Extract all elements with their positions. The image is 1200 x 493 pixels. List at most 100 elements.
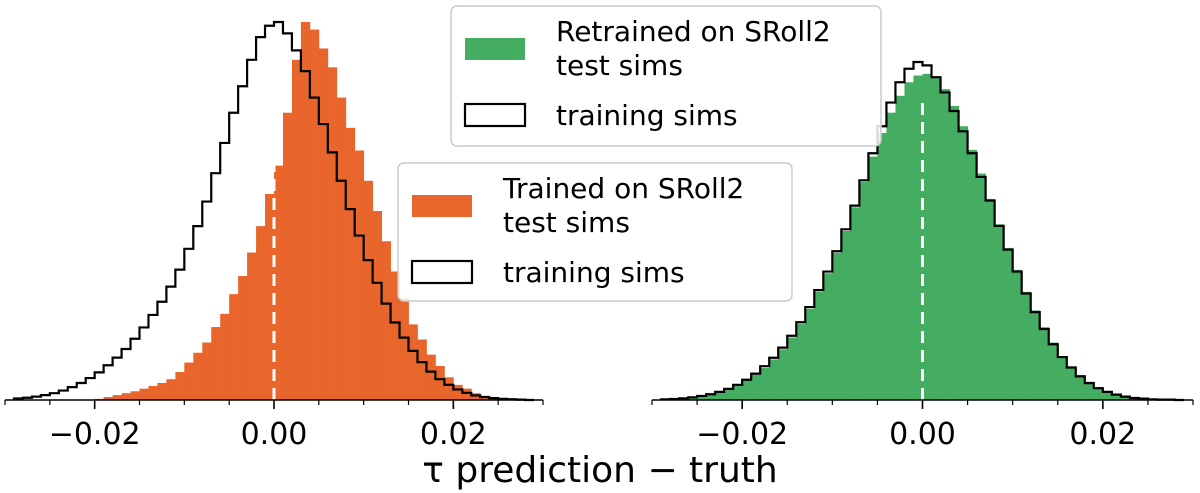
x-tick-label: −0.02: [49, 417, 141, 452]
histogram-bar: [832, 252, 842, 400]
histogram-bar: [103, 396, 113, 400]
x-tick-label: 0.02: [1069, 417, 1136, 452]
histogram-bar: [256, 226, 266, 400]
legend-swatch-filled: [465, 38, 525, 60]
legend-label: training sims: [556, 99, 738, 132]
legend-swatch-filled: [412, 195, 472, 217]
histogram-bar: [850, 207, 860, 400]
histogram-bar: [444, 377, 454, 400]
histogram-bar: [184, 362, 194, 400]
histogram-bar: [265, 193, 275, 400]
histogram-bar: [994, 224, 1005, 400]
histogram-bar: [121, 393, 131, 400]
histogram-bar: [399, 297, 409, 400]
histogram-bar: [1030, 310, 1041, 400]
x-axis-label: τ prediction − truth: [422, 450, 777, 491]
histogram-bar: [724, 388, 734, 400]
histogram-bar: [1012, 269, 1023, 400]
histogram-bar: [229, 294, 239, 400]
histogram-bar: [922, 73, 932, 400]
histogram-bar: [787, 337, 797, 400]
histogram-bar: [976, 173, 987, 400]
histogram-bar: [471, 393, 481, 400]
histogram-bar: [823, 273, 833, 400]
histogram-bar: [408, 324, 418, 400]
histogram-bar: [139, 388, 149, 400]
histogram-bar: [859, 181, 869, 400]
histogram-bar: [1057, 356, 1068, 400]
histogram-bar: [841, 231, 851, 400]
legend-frame: [450, 5, 882, 147]
histogram-bar: [390, 271, 400, 400]
histogram-bar: [211, 327, 221, 400]
histogram-bar: [130, 391, 140, 400]
histogram-bar: [1093, 387, 1104, 400]
step-histogram-line: [12, 20, 535, 402]
histogram-bar: [949, 105, 959, 400]
x-tick-label: 0.00: [241, 417, 308, 452]
histogram-bar: [742, 380, 752, 400]
histogram-bar: [193, 352, 203, 400]
histogram-bar: [148, 386, 158, 400]
histogram-bar: [751, 374, 761, 400]
histogram-bar: [202, 342, 212, 400]
x-tick-label: 0.02: [420, 417, 487, 452]
x-tick-label: −0.02: [696, 417, 788, 452]
histogram-bar: [1021, 291, 1032, 400]
step-histogram-line: [659, 60, 1184, 402]
histogram-bar: [274, 165, 284, 400]
histogram-bar: [426, 354, 436, 400]
histogram-bar: [1102, 391, 1113, 400]
histogram-bar: [706, 394, 716, 400]
histogram-bar: [895, 95, 905, 401]
histogram-bar: [778, 349, 788, 400]
histogram-bar: [309, 29, 320, 401]
histogram-bar: [940, 89, 950, 400]
histogram-bar: [1120, 396, 1131, 400]
histogram-bar: [220, 313, 230, 400]
histogram-bar: [1039, 327, 1050, 400]
histogram-bar: [1075, 374, 1086, 400]
histogram-bar: [688, 397, 698, 400]
histogram-bar: [238, 276, 248, 400]
histogram-bar: [733, 385, 743, 400]
histogram-bar: [282, 112, 293, 400]
histogram-bar: [372, 211, 382, 400]
histogram-bar: [247, 252, 257, 400]
histogram-bar: [1003, 247, 1014, 400]
histogram-bar: [931, 77, 941, 401]
legend-swatch-outline: [463, 102, 527, 128]
histogram-bar: [435, 365, 445, 400]
histogram-bar: [318, 48, 329, 401]
histogram-bar: [760, 367, 770, 400]
legend-label: test sims: [503, 206, 630, 239]
histogram-bar: [112, 395, 122, 400]
histogram-bar: [354, 150, 365, 400]
histogram-bar: [886, 112, 896, 400]
x-tick-label: 0.00: [889, 417, 956, 452]
histogram-bar: [381, 241, 391, 400]
histogram-bar: [796, 323, 806, 400]
histogram-bar: [166, 379, 176, 400]
histogram-bar: [480, 396, 490, 400]
legend-label: test sims: [556, 49, 683, 82]
histogram-bar: [157, 382, 167, 400]
histogram-bar: [958, 126, 968, 400]
histogram-bar: [967, 149, 977, 400]
histogram-bar: [877, 132, 887, 401]
histogram-bar: [769, 359, 779, 400]
legend-frame: [397, 162, 793, 302]
histogram-bar: [291, 59, 302, 401]
legend-label: training sims: [503, 256, 685, 289]
legend-label: Trained on SRoll2: [502, 172, 744, 205]
histogram-bar: [336, 97, 347, 400]
histogram-bar: [453, 384, 463, 400]
histogram-bar: [1048, 342, 1059, 400]
histogram-bar: [417, 339, 427, 400]
histogram-bar: [913, 75, 923, 401]
histogram-bar: [300, 22, 311, 400]
